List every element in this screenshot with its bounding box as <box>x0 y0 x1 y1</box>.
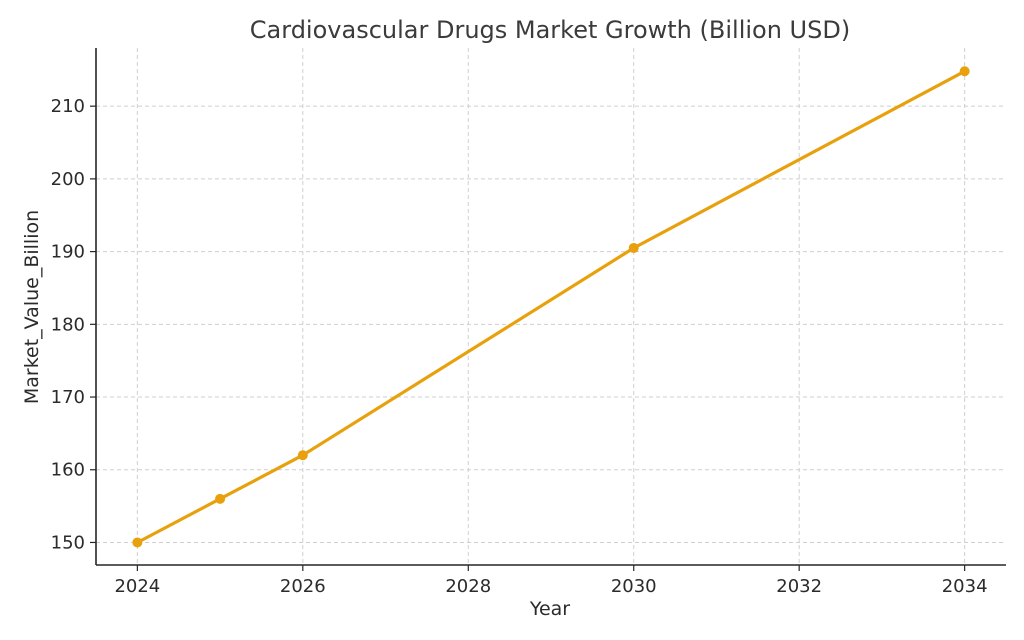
x-axis-label: Year <box>529 598 570 620</box>
x-tick-label: 2026 <box>280 576 326 597</box>
x-tick-label: 2032 <box>776 576 822 597</box>
data-point <box>215 493 226 504</box>
x-tick-label: 2024 <box>114 576 160 597</box>
y-tick-label: 180 <box>51 314 85 335</box>
data-point <box>297 450 308 461</box>
y-tick-label: 210 <box>51 96 85 117</box>
series-line <box>135 69 967 545</box>
y-tick-label: 150 <box>51 532 85 553</box>
data-point <box>132 537 143 548</box>
x-tick-label: 2034 <box>942 576 988 597</box>
y-ticks: 150 160 170 180 190 200 210 <box>51 96 96 553</box>
y-tick-label: 160 <box>51 460 85 481</box>
series <box>132 66 970 548</box>
data-point <box>959 66 970 77</box>
axes <box>95 48 1006 566</box>
x-ticks: 2024 2026 2028 2030 2032 2034 <box>114 565 988 597</box>
x-tick-label: 2030 <box>611 576 657 597</box>
data-point <box>628 242 639 253</box>
x-tick-label: 2028 <box>445 576 491 597</box>
y-tick-label: 190 <box>51 242 85 263</box>
y-tick-label: 200 <box>51 169 85 190</box>
grid <box>96 48 1006 565</box>
y-tick-label: 170 <box>51 387 85 408</box>
y-axis-label: Market_Value_Billion <box>21 210 43 404</box>
chart-title: Cardiovascular Drugs Market Growth (Bill… <box>250 16 850 44</box>
